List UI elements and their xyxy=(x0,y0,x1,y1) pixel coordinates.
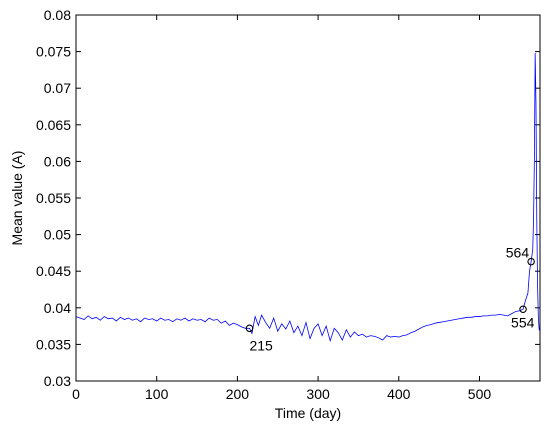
x-tick-label: 0 xyxy=(72,386,80,402)
y-tick-label: 0.03 xyxy=(44,373,71,389)
series-line xyxy=(75,53,541,343)
y-tick-label: 0.05 xyxy=(44,227,71,243)
annotation-label: 564 xyxy=(506,245,530,261)
y-axis-label: Mean value (A) xyxy=(9,151,25,246)
annotation-label: 554 xyxy=(511,314,535,330)
annotation-marker xyxy=(519,305,527,314)
y-tick-label: 0.07 xyxy=(44,80,71,96)
annotation-label: 215 xyxy=(249,337,273,353)
y-tick-label: 0.04 xyxy=(44,300,71,316)
x-tick-label: 100 xyxy=(145,386,169,402)
annotations: 215 554 564 xyxy=(245,245,535,353)
y-tick-label: 0.055 xyxy=(36,190,71,206)
y-tick-label: 0.075 xyxy=(36,44,71,60)
x-axis-ticks: 0 100 200 300 400 500 xyxy=(72,15,491,402)
annotation-marker xyxy=(245,324,254,333)
y-tick-label: 0.06 xyxy=(44,153,71,169)
y-tick-label: 0.065 xyxy=(36,117,71,133)
x-tick-label: 500 xyxy=(468,386,492,402)
x-tick-label: 400 xyxy=(387,386,411,402)
x-tick-label: 200 xyxy=(226,386,250,402)
annotation-marker xyxy=(527,257,535,266)
plot-area xyxy=(75,14,541,382)
y-tick-label: 0.045 xyxy=(36,263,71,279)
x-tick-label: 300 xyxy=(306,386,330,402)
x-axis-label: Time (day) xyxy=(275,405,341,421)
y-axis-ticks: 0.03 0.035 0.04 0.045 0.05 0.055 0.06 0.065 0.07… xyxy=(36,7,540,389)
y-tick-label: 0.035 xyxy=(36,336,71,352)
y-tick-label: 0.08 xyxy=(44,7,71,23)
